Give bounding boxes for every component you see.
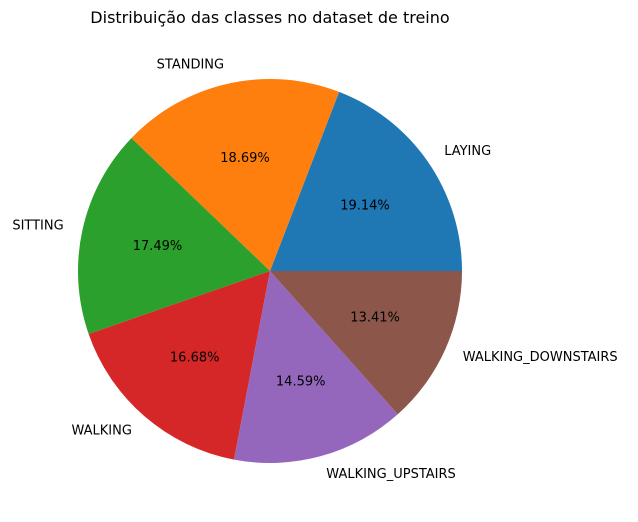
category-label-walking-downstairs: WALKING_DOWNSTAIRS: [463, 350, 618, 365]
category-label-walking: WALKING: [71, 423, 131, 438]
pie-slice-laying: [270, 91, 462, 272]
percent-label-walking-upstairs: 14.59%: [276, 375, 326, 390]
percent-label-walking: 16.68%: [170, 351, 220, 366]
category-label-walking-upstairs: WALKING_UPSTAIRS: [326, 467, 456, 482]
pie-slice-standing: [131, 79, 340, 271]
pie-slices: [78, 79, 462, 464]
percent-label-standing: 18.69%: [220, 151, 270, 166]
pie-slice-walking: [88, 271, 270, 460]
category-label-standing: STANDING: [157, 57, 224, 72]
pie-labels: LAYING 19.14% STANDING 18.69% SITTING 17.49% W…: [12, 57, 617, 482]
pie-slice-walking-downstairs: [270, 271, 462, 415]
category-label-sitting: SITTING: [12, 218, 63, 233]
pie-slice-walking-upstairs: [234, 271, 398, 464]
percent-label-laying: 19.14%: [340, 198, 390, 213]
percent-label-walking-downstairs: 13.41%: [350, 311, 400, 326]
pie-slice-sitting: [78, 138, 270, 334]
category-label-laying: LAYING: [444, 144, 491, 159]
chart-title: Distribuição das classes no dataset de t…: [90, 8, 449, 27]
percent-label-sitting: 17.49%: [133, 239, 183, 254]
